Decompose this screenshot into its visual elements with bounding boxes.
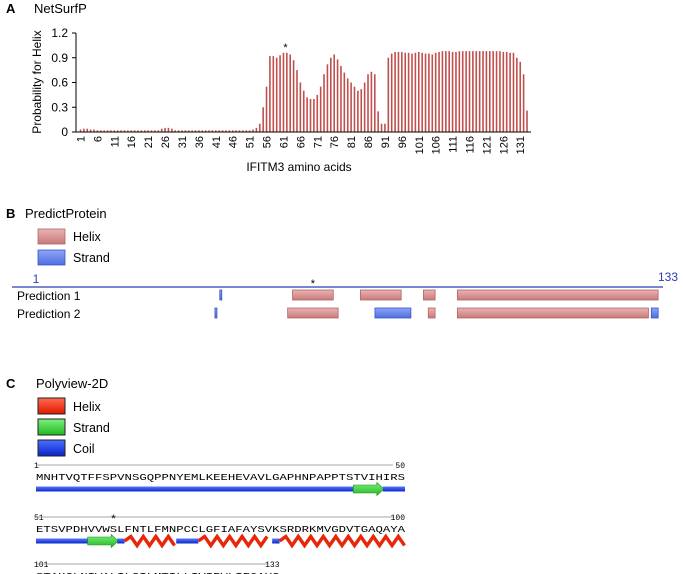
prediction-tracks: [214, 289, 659, 319]
track-label-prediction-1: Prediction 1: [17, 289, 81, 303]
x-tick-label: 6: [92, 136, 104, 142]
x-tick-label: 126: [498, 136, 510, 154]
sequence-end-label: 133: [658, 270, 678, 284]
row-start-number: 101: [34, 561, 49, 570]
helix-zigzag: [123, 533, 176, 549]
sequence-text: MNHTVQTFFSPVNSGQPPNYEMLKEEHEVAVLGAPHNPAP…: [36, 472, 405, 483]
legend-swatch-strand-c: [37, 418, 66, 436]
strand-segment: [214, 307, 218, 319]
helix-segment: [456, 307, 649, 319]
x-tick-label: 81: [346, 136, 358, 148]
x-tick-label: 116: [464, 136, 476, 154]
legend-swatch-coil-c: [37, 439, 66, 457]
x-tick-label: 51: [245, 136, 257, 148]
x-tick-label: 16: [126, 136, 138, 148]
panel-c: C Polyview-2D Helix Strand Coil MNHTVQTF…: [6, 376, 406, 574]
x-tick-label: 91: [380, 136, 392, 148]
helix-segment: [359, 289, 402, 301]
x-tick-label: 31: [177, 136, 189, 148]
legend-swatch-helix-c: [37, 397, 66, 415]
strand-segment: [219, 289, 223, 301]
strand-arrow: [87, 533, 119, 549]
coil-segment: [36, 538, 88, 544]
strand-segment: [650, 307, 659, 319]
panel-a-letter: A: [6, 1, 16, 16]
strand-arrow: [353, 481, 385, 497]
legend-label-helix-c: Helix: [73, 400, 102, 414]
x-tick-label: 86: [363, 136, 375, 148]
y-tick-labels: 0 0.3 0.6 0.9 1.2: [51, 26, 68, 139]
x-tick-label: 131: [515, 136, 527, 154]
helix-segment: [287, 307, 339, 319]
helix-segment: [427, 307, 436, 319]
annotation-asterisk-a: *: [283, 42, 288, 54]
x-tick-label: 106: [431, 136, 443, 154]
panel-b-title: PredictProtein: [25, 206, 107, 221]
row-start-number: 51: [34, 514, 44, 523]
x-tick-label: 11: [109, 136, 121, 147]
coil-segment: [382, 486, 405, 492]
sequence-start-label: 1: [33, 272, 40, 286]
x-tick-label: 36: [194, 136, 206, 148]
panel-b: B PredictProtein Helix Strand 1 133 * Pr…: [6, 206, 678, 321]
x-tick-label: 46: [228, 136, 240, 148]
x-tick-label: 111: [448, 136, 460, 153]
coil-segment: [36, 486, 354, 492]
row-end-number: 50: [395, 462, 405, 471]
helix-zigzag: [197, 533, 269, 549]
annotation-asterisk-b: *: [311, 278, 316, 290]
y-axis-label: Probability for Helix: [30, 30, 44, 133]
panel-a: A NetSurfP Probability for Helix IFITM3 …: [6, 1, 531, 174]
x-tick-label: 21: [143, 136, 155, 148]
x-tick-label: 71: [312, 136, 324, 148]
legend-label-coil-c: Coil: [73, 442, 95, 456]
x-tick-label: 66: [295, 136, 307, 148]
x-axis-label: IFITM3 amino acids: [246, 160, 351, 174]
panel-c-letter: C: [6, 376, 16, 391]
y-tick-label: 0.9: [51, 51, 68, 65]
x-tick-label: 61: [278, 136, 290, 148]
bar-series: [79, 51, 528, 132]
sequence-text: ETSVPDHVVWSLFNTLFMNPCCLGFIAFAYSVKSRDRKMV…: [36, 524, 405, 535]
sequence-text: STAKCLNIWALILGILMTILLIVIPVLIFQAYG: [36, 571, 280, 574]
x-tick-label: 26: [160, 136, 172, 148]
x-tick-label: 76: [329, 136, 341, 148]
helix-segment: [423, 289, 436, 301]
panel-c-title: Polyview-2D: [36, 376, 108, 391]
sequence-rows: MNHTVQTFFSPVNSGQPPNYEMLKEEHEVAVLGAPHNPAP…: [34, 462, 406, 574]
coil-segment: [176, 538, 199, 544]
x-tick-label: 56: [262, 136, 274, 148]
strand-segment: [374, 307, 412, 319]
legend-swatch-helix-b: [37, 228, 66, 245]
y-tick-label: 0.6: [51, 76, 68, 90]
x-tick-label: 41: [211, 136, 223, 148]
axes: [72, 32, 531, 133]
x-tick-label: 1: [76, 136, 88, 142]
helix-segment: [292, 289, 334, 301]
panel-a-title: NetSurfP: [34, 1, 87, 16]
track-label-prediction-2: Prediction 2: [17, 307, 81, 321]
row-start-number: 1: [34, 462, 39, 471]
helix-segment: [456, 289, 659, 301]
row-end-number: 133: [265, 561, 280, 570]
y-tick-label: 1.2: [51, 26, 68, 40]
coil-segment: [117, 538, 125, 544]
panel-b-letter: B: [6, 206, 15, 221]
y-tick-label: 0: [61, 125, 68, 139]
row-end-number: 100: [391, 514, 406, 523]
coil-segment: [272, 538, 280, 544]
legend-label-strand-b: Strand: [73, 251, 110, 265]
legend-swatch-strand-b: [37, 249, 66, 266]
x-tick-label: 96: [397, 136, 409, 148]
y-tick-label: 0.3: [51, 100, 68, 114]
annotation-asterisk-c: *: [111, 513, 116, 525]
x-tick-labels: 1 6 11 16 21 26 31 36 41 46 51 56 61 66 71 76 81 86 91 96 10…: [76, 136, 528, 154]
helix-zigzag: [278, 533, 406, 549]
legend-label-strand-c: Strand: [73, 421, 110, 435]
legend-label-helix-b: Helix: [73, 230, 102, 244]
x-tick-label: 101: [414, 136, 426, 154]
x-tick-label: 121: [481, 136, 493, 154]
